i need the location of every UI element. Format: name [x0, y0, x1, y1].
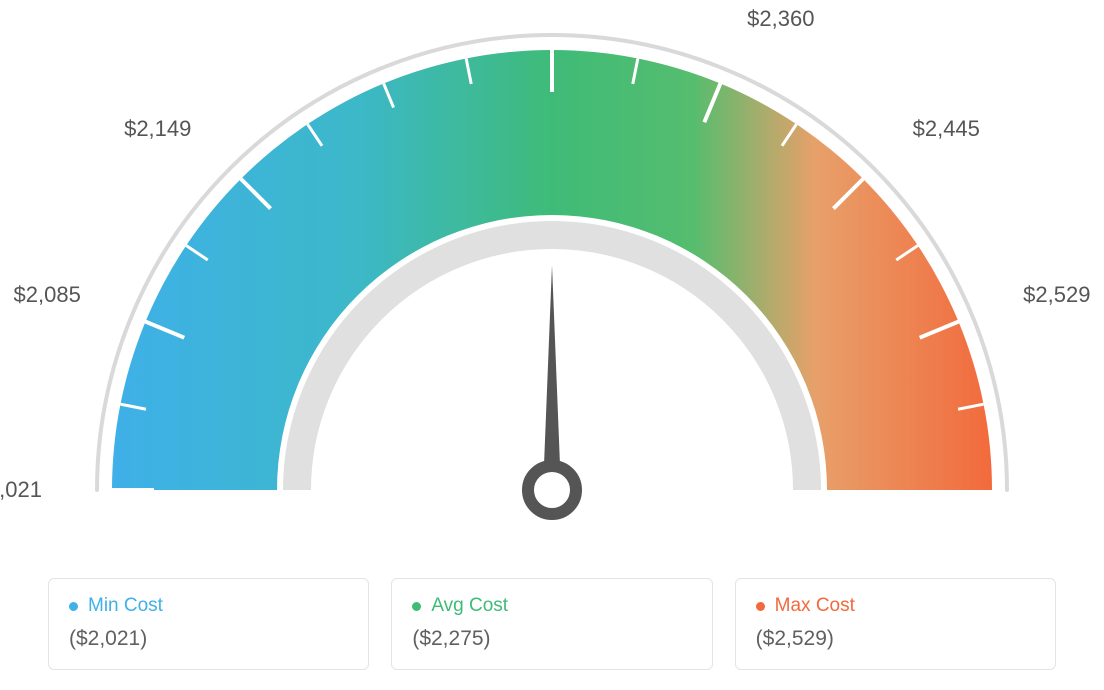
min-cost-title: Min Cost: [69, 595, 348, 617]
max-dot-icon: [756, 602, 765, 611]
avg-cost-title: Avg Cost: [412, 595, 691, 617]
gauge-tick-label: $2,021: [0, 477, 42, 503]
max-cost-title: Max Cost: [756, 595, 1035, 617]
avg-cost-label: Avg Cost: [431, 595, 508, 617]
avg-dot-icon: [412, 602, 421, 611]
max-cost-card: Max Cost ($2,529): [735, 578, 1056, 670]
min-cost-label: Min Cost: [88, 595, 163, 617]
min-cost-value: ($2,021): [69, 627, 348, 651]
avg-cost-value: ($2,275): [412, 627, 691, 651]
min-dot-icon: [69, 602, 78, 611]
avg-cost-card: Avg Cost ($2,275): [391, 578, 712, 670]
max-cost-value: ($2,529): [756, 627, 1035, 651]
gauge-chart: $2,021$2,085$2,149$2,275$2,360$2,445$2,5…: [0, 0, 1104, 540]
min-cost-card: Min Cost ($2,021): [48, 578, 369, 670]
gauge-tick-label: $2,149: [124, 116, 191, 142]
summary-cards: Min Cost ($2,021) Avg Cost ($2,275) Max …: [48, 578, 1056, 670]
gauge-tick-label: $2,529: [1023, 282, 1090, 308]
max-cost-label: Max Cost: [775, 595, 855, 617]
gauge-tick-label: $2,085: [14, 282, 81, 308]
gauge-svg: [0, 0, 1104, 560]
gauge-tick-label: $2,445: [913, 116, 980, 142]
gauge-tick-label: $2,360: [747, 6, 814, 32]
